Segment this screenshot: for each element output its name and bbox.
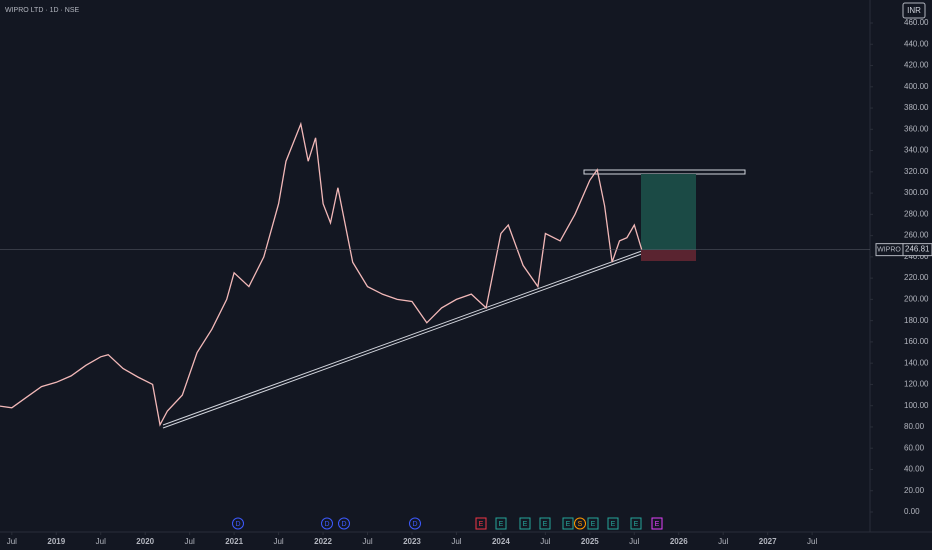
event-label: E bbox=[499, 521, 504, 528]
x-tick-label: 2022 bbox=[314, 537, 332, 546]
y-tick-label: 400.00 bbox=[904, 82, 929, 91]
event-label: E bbox=[566, 521, 571, 528]
x-tick-label: 2024 bbox=[492, 537, 510, 546]
event-label: D bbox=[235, 521, 240, 528]
y-tick-label: 220.00 bbox=[904, 273, 929, 282]
y-tick-label: 120.00 bbox=[904, 380, 929, 389]
price-tag bbox=[902, 243, 932, 257]
event-label: D bbox=[341, 521, 346, 528]
x-tick-label: 2020 bbox=[136, 537, 154, 546]
event-badge bbox=[495, 517, 507, 530]
event-badge bbox=[475, 517, 487, 530]
y-tick-label: 460.00 bbox=[904, 18, 929, 27]
event-badge bbox=[519, 517, 531, 530]
x-tick-label: 2019 bbox=[47, 537, 65, 546]
x-tick-label: 2027 bbox=[759, 537, 777, 546]
price-line bbox=[0, 121, 643, 427]
last-price-label: 246.81 bbox=[905, 245, 930, 254]
chart-title: WIPRO LTD · 1D · NSE bbox=[5, 7, 79, 14]
event-badge bbox=[574, 517, 586, 530]
event-badge bbox=[232, 517, 244, 530]
event-badge bbox=[651, 517, 663, 530]
x-tick-label: Jul bbox=[807, 537, 817, 546]
y-tick-label: 260.00 bbox=[904, 231, 929, 240]
event-label: D bbox=[324, 521, 329, 528]
x-tick-label: 2026 bbox=[670, 537, 688, 546]
y-tick-label: 440.00 bbox=[904, 39, 929, 48]
y-tick-label: 80.00 bbox=[904, 422, 925, 431]
x-tick-label: Jul bbox=[451, 537, 461, 546]
event-label: E bbox=[479, 521, 484, 528]
y-tick-label: 160.00 bbox=[904, 337, 929, 346]
currency-box[interactable] bbox=[902, 2, 926, 19]
y-tick-label: 420.00 bbox=[904, 61, 929, 70]
y-tick-label: 180.00 bbox=[904, 316, 929, 325]
y-tick-label: 360.00 bbox=[904, 124, 929, 133]
y-tick-label: 140.00 bbox=[904, 358, 929, 367]
event-label: E bbox=[543, 521, 548, 528]
y-tick-label: 320.00 bbox=[904, 167, 929, 176]
y-tick-label: 300.00 bbox=[904, 188, 929, 197]
trendline bbox=[162, 239, 673, 426]
x-tick-label: 2025 bbox=[581, 537, 599, 546]
x-tick-label: Jul bbox=[629, 537, 639, 546]
stop-zone bbox=[641, 250, 696, 261]
event-badge bbox=[630, 517, 642, 530]
y-tick-label: 200.00 bbox=[904, 295, 929, 304]
y-tick-label: 60.00 bbox=[904, 443, 925, 452]
event-badge bbox=[321, 517, 333, 530]
plot-area bbox=[0, 121, 746, 429]
event-badge bbox=[338, 517, 350, 530]
x-tick-label: Jul bbox=[718, 537, 728, 546]
event-badge bbox=[409, 517, 421, 530]
y-tick-label: 340.00 bbox=[904, 146, 929, 155]
y-tick-label: 240.00 bbox=[904, 252, 929, 261]
event-label: S bbox=[578, 521, 583, 528]
y-tick-label: 20.00 bbox=[904, 486, 925, 495]
x-tick-label: 2023 bbox=[403, 537, 421, 546]
y-tick-label: 0.00 bbox=[904, 507, 920, 516]
x-tick-label: Jul bbox=[7, 537, 17, 546]
event-label: E bbox=[591, 521, 596, 528]
y-tick-label: 40.00 bbox=[904, 465, 925, 474]
event-badge bbox=[562, 517, 574, 530]
y-tick-label: 380.00 bbox=[904, 103, 929, 112]
x-tick-label: Jul bbox=[185, 537, 195, 546]
event-label: D bbox=[412, 521, 417, 528]
x-tick-label: 2021 bbox=[225, 537, 243, 546]
y-tick-label: 100.00 bbox=[904, 401, 929, 410]
x-tick-label: Jul bbox=[540, 537, 550, 546]
event-label: E bbox=[611, 521, 616, 528]
symbol-label: WIPRO bbox=[877, 246, 901, 253]
target-zone bbox=[641, 174, 696, 250]
trendline bbox=[162, 242, 673, 429]
x-tick-label: Jul bbox=[96, 537, 106, 546]
currency[interactable]: INR bbox=[907, 6, 921, 15]
x-tick-label: Jul bbox=[273, 537, 283, 546]
event-label: E bbox=[523, 521, 528, 528]
y-tick-label: 280.00 bbox=[904, 209, 929, 218]
x-tick-label: Jul bbox=[362, 537, 372, 546]
event-label: E bbox=[655, 521, 660, 528]
event-badge bbox=[587, 517, 599, 530]
event-badge bbox=[607, 517, 619, 530]
event-badge bbox=[539, 517, 551, 530]
event-label: E bbox=[634, 521, 639, 528]
